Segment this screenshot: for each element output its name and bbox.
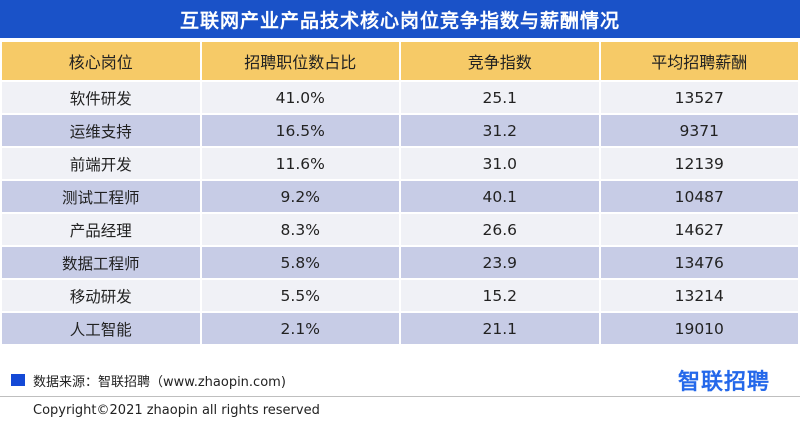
cell-position: 移动研发: [2, 280, 200, 311]
cell-position: 测试工程师: [2, 181, 200, 212]
title-bar: 互联网产业产品技术核心岗位竞争指数与薪酬情况: [0, 0, 800, 38]
cell-salary: 10487: [600, 181, 798, 212]
cell-salary: 9371: [600, 115, 798, 146]
cell-share: 9.2%: [201, 181, 399, 212]
cell-position: 软件研发: [2, 82, 200, 113]
table-row: 运维支持 16.5% 31.2 9371: [2, 115, 798, 146]
data-table: 核心岗位 招聘职位数占比 竞争指数 平均招聘薪酬 软件研发 41.0% 25.1…: [0, 40, 800, 346]
footer: 数据来源：智联招聘（www.zhaopin.com) 智联招聘: [0, 366, 800, 395]
cell-share: 11.6%: [201, 148, 399, 179]
cell-salary: 13527: [600, 82, 798, 113]
table-row: 产品经理 8.3% 26.6 14627: [2, 214, 798, 245]
table-row: 前端开发 11.6% 31.0 12139: [2, 148, 798, 179]
table-header-row: 核心岗位 招聘职位数占比 竞争指数 平均招聘薪酬: [2, 42, 798, 80]
cell-share: 8.3%: [201, 214, 399, 245]
cell-competition: 23.9: [401, 247, 599, 278]
divider: [0, 396, 800, 397]
cell-position: 运维支持: [2, 115, 200, 146]
table-row: 数据工程师 5.8% 23.9 13476: [2, 247, 798, 278]
cell-position: 前端开发: [2, 148, 200, 179]
table-row: 移动研发 5.5% 15.2 13214: [2, 280, 798, 311]
cell-share: 5.8%: [201, 247, 399, 278]
source-marker-icon: [11, 374, 25, 386]
column-header-salary: 平均招聘薪酬: [600, 42, 798, 80]
cell-salary: 13214: [600, 280, 798, 311]
cell-competition: 15.2: [401, 280, 599, 311]
cell-salary: 14627: [600, 214, 798, 245]
table-row: 软件研发 41.0% 25.1 13527: [2, 82, 798, 113]
cell-position: 数据工程师: [2, 247, 200, 278]
cell-position: 产品经理: [2, 214, 200, 245]
table-row: 人工智能 2.1% 21.1 19010: [2, 313, 798, 344]
copyright: Copyright©2021 zhaopin all rights reserv…: [33, 403, 320, 418]
cell-competition: 31.2: [401, 115, 599, 146]
cell-competition: 40.1: [401, 181, 599, 212]
data-source: 数据来源：智联招聘（www.zhaopin.com): [33, 375, 286, 390]
column-header-share: 招聘职位数占比: [201, 42, 399, 80]
column-header-position: 核心岗位: [2, 42, 200, 80]
page-title: 互联网产业产品技术核心岗位竞争指数与薪酬情况: [179, 9, 620, 32]
cell-competition: 25.1: [401, 82, 599, 113]
cell-position: 人工智能: [2, 313, 200, 344]
column-header-competition: 竞争指数: [401, 42, 599, 80]
cell-salary: 19010: [600, 313, 798, 344]
cell-salary: 13476: [600, 247, 798, 278]
cell-salary: 12139: [600, 148, 798, 179]
zhaopin-logo: 智联招聘: [677, 370, 770, 395]
cell-competition: 26.6: [401, 214, 599, 245]
table-row: 测试工程师 9.2% 40.1 10487: [2, 181, 798, 212]
cell-share: 16.5%: [201, 115, 399, 146]
cell-competition: 31.0: [401, 148, 599, 179]
cell-share: 5.5%: [201, 280, 399, 311]
cell-competition: 21.1: [401, 313, 599, 344]
cell-share: 2.1%: [201, 313, 399, 344]
cell-share: 41.0%: [201, 82, 399, 113]
